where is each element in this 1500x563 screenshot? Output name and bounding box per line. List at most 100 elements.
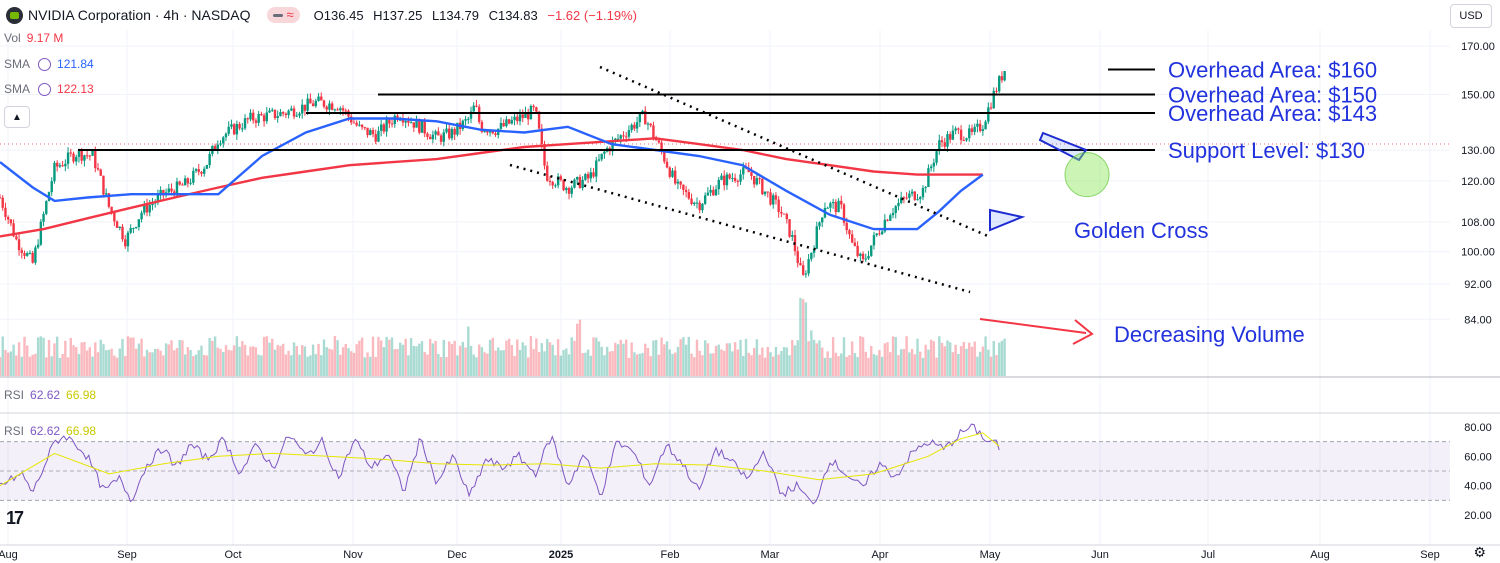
volume-bar <box>586 349 590 376</box>
candle-body <box>532 105 535 108</box>
candle-body <box>556 176 560 186</box>
candle-body <box>115 221 119 229</box>
golden-cross-marker <box>1064 152 1110 198</box>
volume-bar <box>761 347 764 376</box>
candle-body <box>404 120 407 123</box>
candle-body <box>796 251 799 264</box>
volume-bar <box>442 339 445 376</box>
rsi-indicator-1[interactable]: RSI 62.62 66.98 <box>4 388 96 402</box>
candle-body <box>818 222 821 227</box>
volume-bar <box>104 350 108 376</box>
volume-bar <box>469 345 473 376</box>
compare-toggle[interactable]: ≈ <box>266 7 300 23</box>
candle-body <box>644 110 647 125</box>
volume-bar <box>698 350 701 376</box>
volume-bar <box>292 342 296 376</box>
candle-body <box>83 155 86 161</box>
candle-body <box>919 197 922 200</box>
volume-bar <box>129 337 132 376</box>
volume-bar <box>845 356 848 376</box>
candle-body <box>486 131 489 133</box>
settings-icon[interactable]: ⚙ <box>1473 544 1486 560</box>
collapse-indicators-button[interactable]: ▲ <box>4 106 30 128</box>
volume-bar <box>222 351 225 376</box>
candle-body <box>791 235 794 237</box>
candle-body <box>810 252 813 260</box>
candle-body <box>96 168 100 170</box>
volume-bar <box>415 346 418 376</box>
volume-bar <box>891 336 895 376</box>
volume-bar <box>91 356 94 376</box>
volume-bar <box>358 340 361 376</box>
volume-bar <box>322 339 326 376</box>
candle-body <box>219 143 222 145</box>
volume-arrow-line <box>979 318 1087 334</box>
currency-button[interactable]: USD <box>1450 4 1492 28</box>
candle-body <box>624 136 628 138</box>
candle-body <box>611 140 614 152</box>
candle-body <box>268 110 271 113</box>
volume-bar <box>72 345 75 376</box>
volume-bar <box>742 355 745 376</box>
candles <box>0 70 1006 278</box>
volume-bar <box>720 349 723 376</box>
volume-bar <box>739 339 742 376</box>
volume-indicator[interactable]: Vol 9.17 M <box>4 31 63 45</box>
volume-bar <box>75 347 78 376</box>
volume-bar <box>311 344 315 376</box>
volume-bar <box>399 342 402 376</box>
candle-body <box>758 178 761 180</box>
volume-bar <box>140 338 143 376</box>
volume-bar <box>780 350 783 376</box>
candle-body <box>439 135 443 142</box>
candle-body <box>777 199 780 212</box>
volume-bar <box>861 337 865 376</box>
candle-body <box>763 191 767 195</box>
volume-bar <box>162 355 165 376</box>
candle-body <box>774 195 778 200</box>
volume-bar <box>83 341 86 376</box>
candle-body <box>472 105 475 112</box>
volume-bar <box>61 354 64 376</box>
rsi-tick-label: 20.00 <box>1464 510 1492 522</box>
volume-bar <box>997 342 1001 376</box>
candle-body <box>864 258 867 260</box>
candle-body <box>815 226 818 249</box>
rsi-indicator-2[interactable]: RSI 62.62 66.98 <box>4 424 96 438</box>
volume-bar <box>766 347 769 376</box>
candle-body <box>227 126 230 134</box>
volume-bar <box>965 348 968 376</box>
candle-body <box>540 128 543 144</box>
sma-indicator-1[interactable]: SMA 121.84 <box>4 57 94 71</box>
volume-bar <box>26 345 29 376</box>
candle-body <box>12 223 15 237</box>
candle-body <box>649 123 652 126</box>
volume-bar <box>151 352 154 376</box>
candle-body <box>682 184 685 190</box>
candle-body <box>976 123 979 127</box>
volume-bar <box>0 357 2 376</box>
volume-bar <box>268 342 271 376</box>
volume-bar <box>641 352 644 376</box>
candle-body <box>997 76 1001 92</box>
candle-body <box>788 219 791 237</box>
volume-bar <box>872 354 876 376</box>
volume-bar <box>396 348 399 376</box>
candle-body <box>562 179 565 191</box>
candle-body <box>314 100 318 107</box>
decreasing-volume-label: Decreasing Volume <box>1114 322 1305 347</box>
cycle-icon <box>38 57 52 71</box>
candle-body <box>475 105 478 107</box>
volume-bar <box>461 341 465 376</box>
symbol-title[interactable]: NVIDIA Corporation · 4h · NASDAQ <box>28 7 251 23</box>
volume-bar <box>758 354 761 376</box>
candle-body <box>461 120 465 130</box>
level-label: Overhead Area: $150 <box>1168 83 1377 108</box>
volume-bar <box>178 339 181 376</box>
volume-bar <box>134 348 138 376</box>
volume-bar <box>837 356 840 376</box>
sma-indicator-2[interactable]: SMA 122.13 <box>4 82 94 96</box>
time-tick-label: Apr <box>871 549 888 561</box>
